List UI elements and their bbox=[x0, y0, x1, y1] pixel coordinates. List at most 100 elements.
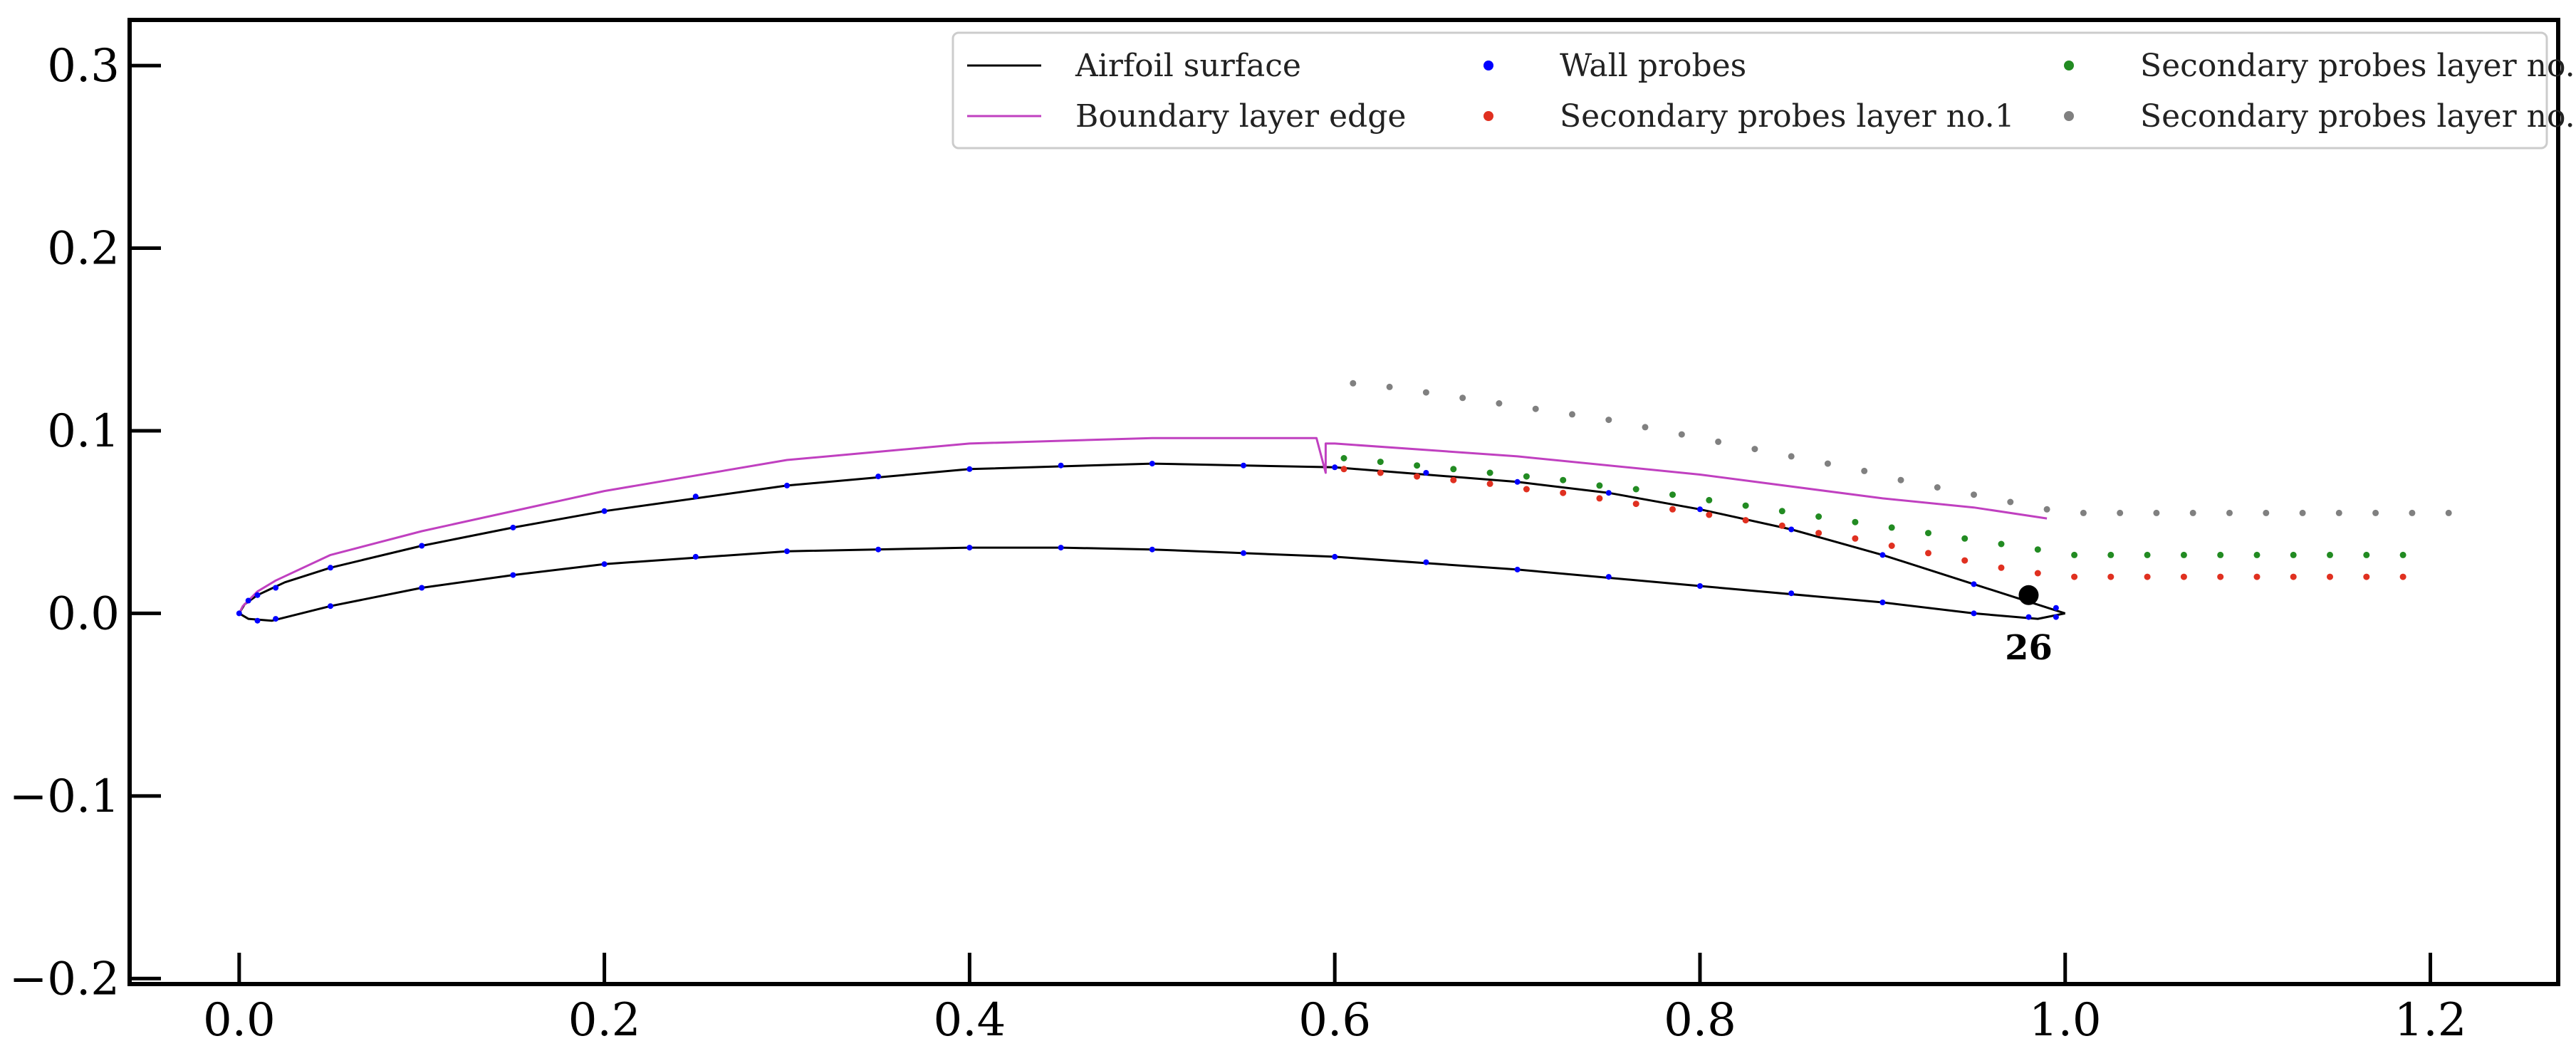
x-tick-label: 0.4 bbox=[934, 994, 1006, 1046]
secondary-probes-layer-no-2-point bbox=[2144, 551, 2151, 558]
secondary-probes-layer-no-2-point bbox=[1961, 535, 1968, 542]
secondary-probes-layer-no-1-point bbox=[1450, 476, 1457, 483]
secondary-probes-layer-no-1-point bbox=[2327, 573, 2333, 580]
legend-label: Airfoil surface bbox=[1075, 48, 1301, 84]
secondary-probes-layer-no-1-point bbox=[2107, 573, 2114, 580]
secondary-probes-layer-no-1-point bbox=[2034, 570, 2041, 577]
secondary-probes-layer-no-3-point bbox=[2007, 498, 2014, 506]
wall-probes-point bbox=[328, 603, 333, 610]
annotations: 26 bbox=[2005, 585, 2053, 668]
secondary-probes-layer-no-3-point bbox=[1605, 417, 1612, 424]
secondary-probes-layer-no-2-point bbox=[1815, 513, 1823, 520]
wall-probes-point bbox=[328, 565, 333, 571]
wall-probes-point bbox=[1241, 462, 1246, 469]
x-tick-label: 0.0 bbox=[203, 994, 276, 1046]
secondary-probes-layer-no-1-point bbox=[2290, 573, 2297, 580]
wall-probes-point bbox=[1697, 506, 1703, 513]
secondary-probes-layer-no-3-point bbox=[1751, 446, 1758, 453]
secondary-probes-layer-no-1-point bbox=[1632, 501, 1639, 508]
y-tick-label: 0.0 bbox=[47, 587, 120, 640]
legend-label: Secondary probes layer no.1 bbox=[1560, 98, 2015, 135]
boundary-layer-edge-line bbox=[238, 436, 2048, 614]
wall-probes-point bbox=[601, 561, 608, 568]
secondary-probes-layer-no-1-point bbox=[1486, 480, 1493, 487]
secondary-probes-layer-no-3-point bbox=[1386, 383, 1393, 390]
secondary-probes-layer-no-3-point bbox=[1715, 438, 1722, 445]
wall-probes-point bbox=[1423, 559, 1429, 565]
wall-probes-point bbox=[1514, 478, 1521, 485]
legend-item-secondary-probes-layer-no-1: Secondary probes layer no.1 bbox=[1483, 98, 2015, 135]
legend-item-airfoil-surface: Airfoil surface bbox=[967, 48, 1301, 84]
secondary-probes-layer-no-2-point bbox=[2034, 546, 2041, 553]
secondary-probes-layer-no-1-series bbox=[1340, 466, 2406, 580]
wall-probes-point bbox=[1514, 566, 1521, 572]
wall-probes-point bbox=[236, 610, 242, 617]
secondary-probes-layer-no-2-point bbox=[2290, 551, 2297, 558]
secondary-probes-layer-no-2-point bbox=[2217, 551, 2224, 558]
secondary-probes-layer-no-3-series bbox=[1350, 380, 2452, 516]
wall-probes-point bbox=[1971, 610, 1977, 617]
secondary-probes-layer-no-2-series bbox=[1340, 455, 2406, 558]
wall-probes-point bbox=[419, 543, 425, 549]
wall-probes-point bbox=[254, 617, 261, 624]
y-tick-label: −0.1 bbox=[9, 770, 120, 823]
legend-label: Secondary probes layer no.3 bbox=[2140, 98, 2576, 135]
x-tick-label: 0.8 bbox=[1664, 994, 1736, 1046]
secondary-probes-layer-no-2-point bbox=[2363, 551, 2370, 558]
secondary-probes-layer-no-3-point bbox=[2080, 509, 2087, 516]
wall-probes-point bbox=[1058, 545, 1064, 551]
secondary-probes-layer-no-2-point bbox=[2253, 551, 2260, 558]
wall-probes-point bbox=[2053, 614, 2059, 620]
wall-probes-point bbox=[1605, 490, 1612, 496]
legend-swatch bbox=[2064, 111, 2074, 121]
wall-probes-point bbox=[875, 546, 882, 553]
secondary-probes-layer-no-2-point bbox=[2071, 551, 2078, 558]
legend-item-secondary-probes-layer-no-3: Secondary probes layer no.3 bbox=[2064, 98, 2576, 135]
secondary-probes-layer-no-3-point bbox=[2409, 509, 2416, 516]
secondary-probes-layer-no-3-point bbox=[1824, 460, 1831, 467]
secondary-probes-layer-no-3-point bbox=[1971, 491, 1977, 498]
y-tick-label: 0.2 bbox=[47, 223, 120, 276]
secondary-probes-layer-no-1-point bbox=[1523, 486, 1530, 493]
axis-ticks: 0.0 0.2 0.4 0.6 0.8 1.0 1.2 −0.2 −0.1 0.0 0.1 0.2 0.… bbox=[9, 40, 2467, 1046]
secondary-probes-layer-no-1-point bbox=[1742, 517, 1749, 524]
wall-probes-point bbox=[1879, 600, 1886, 605]
secondary-probes-layer-no-1-point bbox=[2253, 573, 2260, 580]
secondary-probes-layer-no-2-point bbox=[1925, 530, 1931, 537]
secondary-probes-layer-no-2-point bbox=[1486, 469, 1493, 476]
secondary-probes-layer-no-1-point bbox=[2363, 573, 2370, 580]
legend-item-boundary-layer-edge: Boundary layer edge bbox=[967, 98, 1406, 135]
secondary-probes-layer-no-1-point bbox=[1377, 469, 1384, 476]
annotation-marker bbox=[2018, 585, 2039, 605]
secondary-probes-layer-no-3-point bbox=[1897, 476, 1904, 483]
secondary-probes-layer-no-2-point bbox=[1998, 540, 2005, 548]
secondary-probes-layer-no-1-point bbox=[1340, 466, 1347, 473]
secondary-probes-layer-no-1-point bbox=[2399, 573, 2406, 580]
annotation-label: 26 bbox=[2005, 628, 2053, 668]
secondary-probes-layer-no-3-point bbox=[1788, 453, 1795, 460]
x-tick-label: 1.2 bbox=[2394, 994, 2467, 1046]
wall-probes-point bbox=[1423, 470, 1429, 476]
wall-probes-point bbox=[692, 493, 699, 500]
wall-probes-point bbox=[784, 548, 790, 555]
secondary-probes-layer-no-2-point bbox=[1596, 482, 1603, 489]
secondary-probes-layer-no-3-point bbox=[2299, 509, 2306, 516]
secondary-probes-layer-no-2-point bbox=[1340, 455, 1347, 461]
wall-probes-point bbox=[2053, 605, 2059, 611]
x-tick-label: 1.0 bbox=[2029, 994, 2102, 1046]
y-tick-label: −0.2 bbox=[9, 953, 120, 1005]
legend: Airfoil surface Wall probes Secondary prob… bbox=[951, 31, 2576, 150]
wall-probes-point bbox=[966, 466, 973, 472]
secondary-probes-layer-no-1-point bbox=[2217, 573, 2224, 580]
secondary-probes-layer-no-3-point bbox=[1861, 467, 1868, 474]
wall-probes-point bbox=[1971, 581, 1977, 587]
legend-box bbox=[951, 31, 2548, 150]
wall-probes-point bbox=[1332, 553, 1338, 560]
x-tick-label: 0.2 bbox=[568, 994, 641, 1046]
secondary-probes-layer-no-2-point bbox=[2107, 551, 2114, 558]
wall-probes-point bbox=[245, 597, 251, 604]
legend-item-secondary-probes-layer-no-2: Secondary probes layer no.2 bbox=[2064, 48, 2576, 84]
secondary-probes-layer-no-3-point bbox=[2445, 509, 2452, 516]
y-tick-label: 0.3 bbox=[47, 40, 120, 93]
secondary-probes-layer-no-1-point bbox=[1998, 564, 2005, 571]
